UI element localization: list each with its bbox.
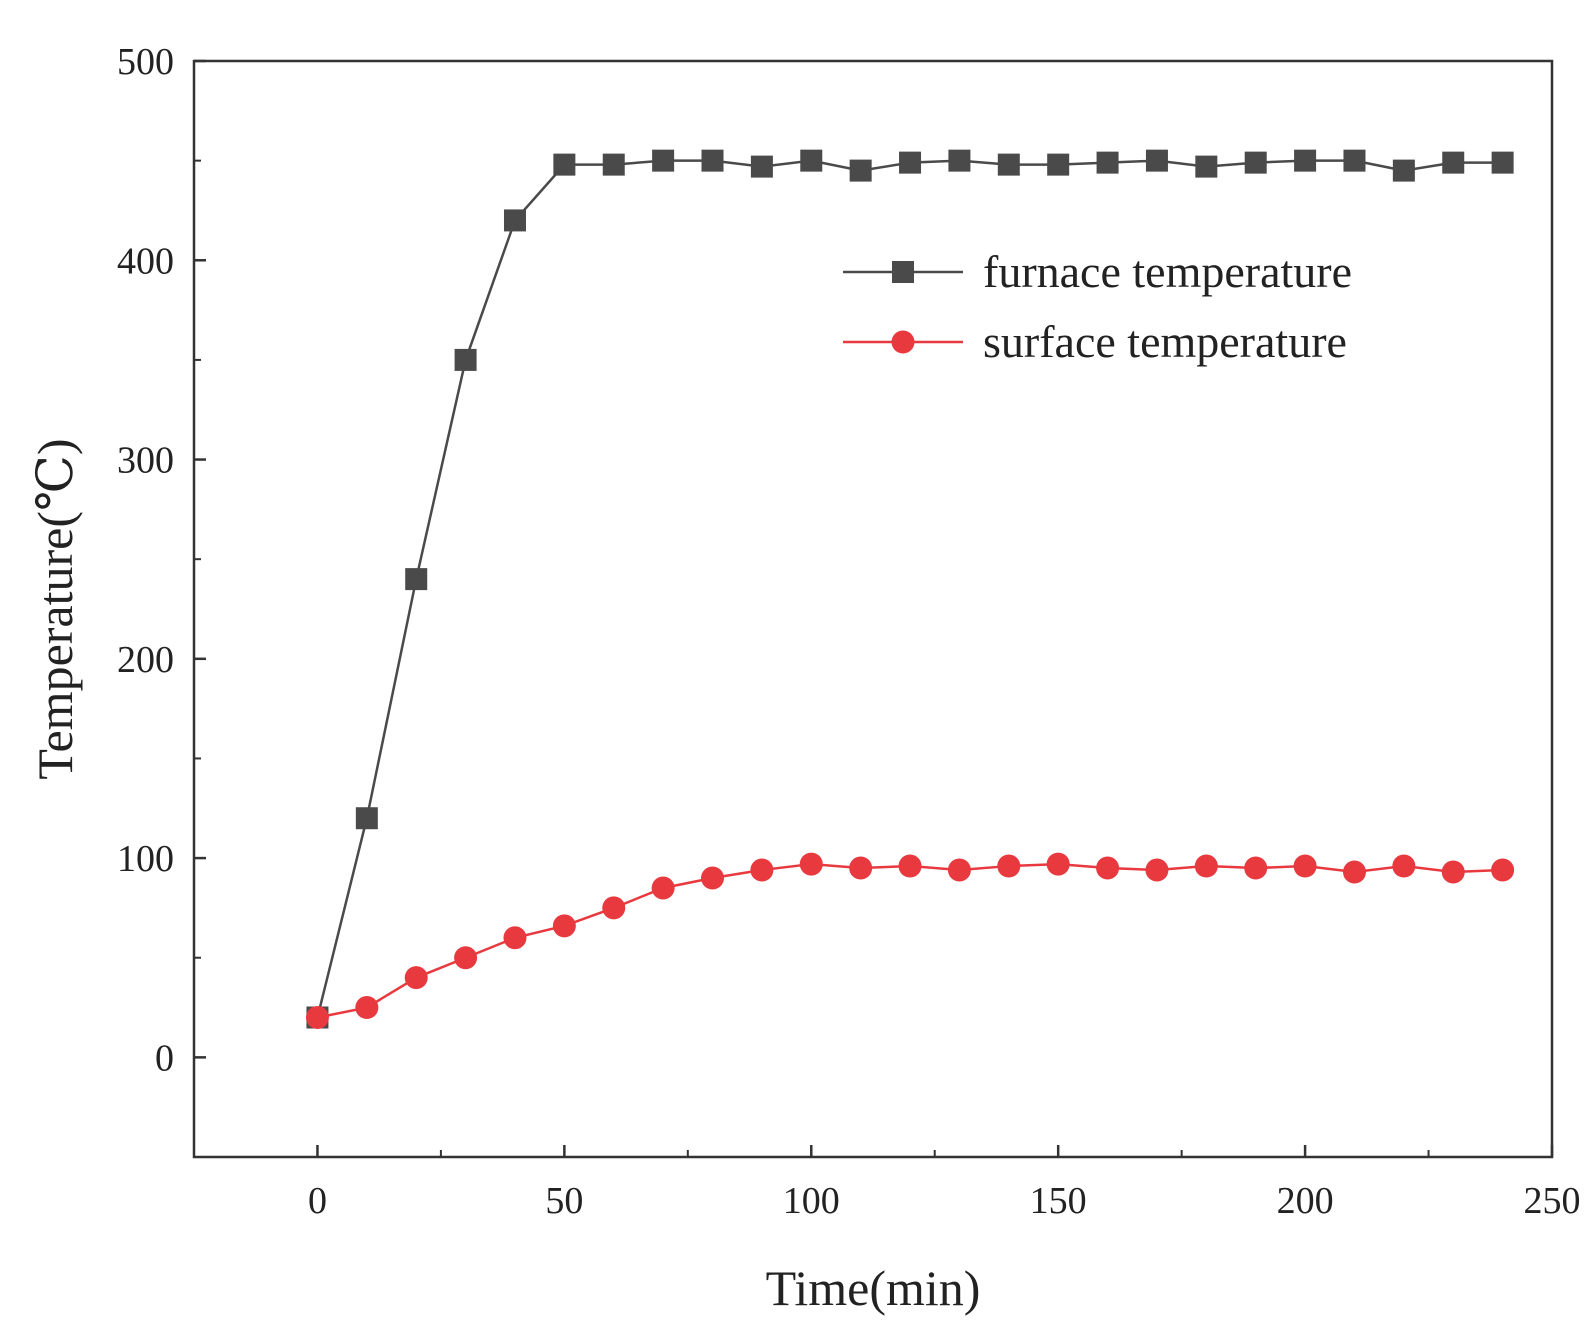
- legend-label: furnace temperature: [983, 246, 1352, 297]
- data-point-surface-temperature: [1441, 860, 1465, 884]
- data-point-surface-temperature: [404, 966, 428, 990]
- x-tick-label: 0: [308, 1180, 327, 1222]
- data-point-furnace-temperature: [1195, 155, 1218, 178]
- data-point-furnace-temperature: [1343, 149, 1366, 172]
- legend-marker: [892, 261, 914, 283]
- data-point-furnace-temperature: [701, 149, 724, 172]
- data-point-surface-temperature: [305, 1006, 329, 1030]
- data-point-surface-temperature: [602, 896, 626, 920]
- series-line-surface-temperature: [317, 862, 1503, 1019]
- y-tick-label: 100: [117, 838, 174, 880]
- y-tick-label: 400: [117, 240, 174, 282]
- data-point-surface-temperature: [1392, 854, 1416, 878]
- data-point-surface-temperature: [552, 914, 576, 938]
- data-point-furnace-temperature: [1047, 153, 1070, 176]
- data-point-furnace-temperature: [750, 155, 773, 178]
- series-surface-temperature: [305, 852, 1515, 1030]
- data-point-furnace-temperature: [355, 807, 378, 830]
- data-point-furnace-temperature: [1096, 151, 1119, 174]
- y-axis: 0 100 200 300 400 500: [117, 41, 206, 1158]
- data-point-surface-temperature: [1096, 856, 1120, 880]
- data-point-surface-temperature: [701, 866, 725, 890]
- x-axis-title: Time(min): [766, 1260, 981, 1316]
- data-point-furnace-temperature: [1442, 151, 1465, 174]
- x-tick-label: 150: [1030, 1180, 1087, 1222]
- plot-frame: [192, 59, 1554, 1159]
- legend-item-surface-temperature: surface temperature: [843, 316, 1347, 367]
- y-tick-label: 200: [117, 639, 174, 681]
- legend: furnace temperature surface temperature: [843, 246, 1352, 367]
- data-point-surface-temperature: [1194, 854, 1218, 878]
- x-axis: 0 50 100 150 200 250: [308, 1145, 1581, 1222]
- data-point-furnace-temperature: [997, 153, 1020, 176]
- data-point-surface-temperature: [1046, 852, 1070, 876]
- data-point-furnace-temperature: [899, 151, 922, 174]
- data-point-furnace-temperature: [602, 153, 625, 176]
- y-tick-label: 0: [155, 1037, 174, 1079]
- legend-marker: [891, 330, 915, 354]
- data-point-furnace-temperature: [1392, 159, 1415, 182]
- data-point-furnace-temperature: [1491, 151, 1514, 174]
- legend-label: surface temperature: [983, 316, 1347, 367]
- y-tick-label: 300: [117, 440, 174, 482]
- data-point-furnace-temperature: [1244, 151, 1267, 174]
- data-point-surface-temperature: [750, 858, 774, 882]
- x-tick-label: 200: [1277, 1180, 1334, 1222]
- data-point-surface-temperature: [1244, 856, 1268, 880]
- data-point-furnace-temperature: [553, 153, 576, 176]
- data-point-furnace-temperature: [1145, 149, 1168, 172]
- data-point-surface-temperature: [1342, 860, 1366, 884]
- data-point-surface-temperature: [898, 854, 922, 878]
- data-point-surface-temperature: [1293, 854, 1317, 878]
- data-point-furnace-temperature: [800, 149, 823, 172]
- data-point-furnace-temperature: [652, 149, 675, 172]
- x-tick-label: 250: [1524, 1180, 1581, 1222]
- data-point-surface-temperature: [997, 854, 1021, 878]
- data-point-furnace-temperature: [948, 149, 971, 172]
- data-point-surface-temperature: [651, 876, 675, 900]
- data-point-furnace-temperature: [405, 568, 428, 591]
- data-point-surface-temperature: [454, 946, 478, 970]
- data-point-surface-temperature: [1491, 858, 1515, 882]
- x-tick-label: 100: [783, 1180, 840, 1222]
- y-tick-label: 500: [117, 41, 174, 83]
- y-axis-title: Temperature(℃): [27, 438, 83, 779]
- x-tick-label: 50: [545, 1180, 583, 1222]
- data-point-furnace-temperature: [849, 159, 872, 182]
- data-point-surface-temperature: [947, 858, 971, 882]
- data-point-furnace-temperature: [1294, 149, 1317, 172]
- data-point-furnace-temperature: [454, 348, 477, 371]
- data-point-surface-temperature: [799, 852, 823, 876]
- series-layer: [305, 149, 1515, 1030]
- data-point-surface-temperature: [1145, 858, 1169, 882]
- data-point-surface-temperature: [355, 996, 379, 1020]
- data-point-surface-temperature: [503, 926, 527, 950]
- data-point-furnace-temperature: [503, 209, 526, 232]
- data-point-surface-temperature: [849, 856, 873, 880]
- legend-item-furnace-temperature: furnace temperature: [843, 246, 1352, 297]
